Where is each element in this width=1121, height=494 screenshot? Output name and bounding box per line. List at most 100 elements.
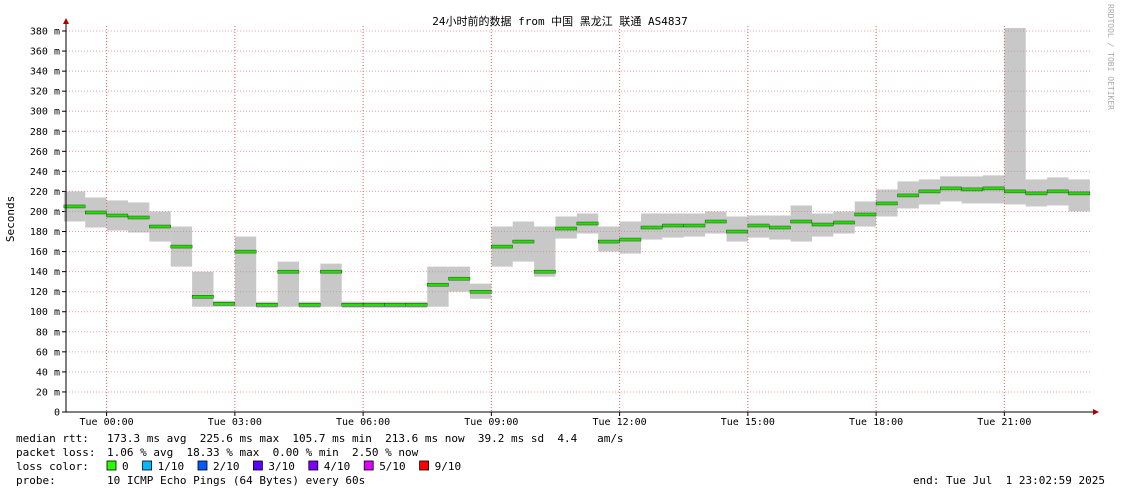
loss-entry: 5/10	[379, 460, 406, 473]
axes	[62, 18, 1099, 415]
x-tick-label: Tue 09:00	[464, 417, 518, 428]
median	[940, 186, 962, 191]
loss-entry: 0	[122, 460, 129, 473]
loss-swatch	[419, 460, 430, 471]
smoke	[192, 271, 214, 307]
loss-swatch	[252, 460, 263, 471]
median	[918, 189, 941, 194]
median	[662, 223, 684, 228]
median	[704, 219, 727, 224]
median	[448, 276, 471, 281]
median	[234, 249, 257, 254]
marks	[63, 28, 1091, 308]
median	[854, 212, 877, 217]
median	[833, 220, 855, 225]
median	[1004, 189, 1026, 194]
median	[469, 289, 492, 294]
smoke	[277, 261, 299, 307]
smoke	[1068, 179, 1090, 212]
x-axis-arrow	[1093, 409, 1099, 415]
stats-text: 1.06 % avg 18.33 % max 0.00 % min 2.50 %…	[107, 446, 419, 459]
loss-entry: 9/10	[435, 460, 462, 473]
median	[790, 219, 813, 224]
median	[491, 244, 513, 249]
median	[127, 215, 150, 220]
median	[106, 213, 129, 218]
y-tick-label: 80 m	[36, 327, 60, 338]
y-tick-label: 140 m	[30, 267, 60, 278]
chart-title: 24小时前的数据 from 中国 黑龙江 联通 AS4837	[432, 14, 688, 28]
median	[320, 269, 342, 274]
loss-swatch	[363, 460, 374, 471]
median	[341, 303, 364, 307]
loss-entry: 1/10	[158, 460, 185, 473]
y-tick-label: 60 m	[36, 347, 60, 358]
smoke	[320, 263, 342, 307]
median	[405, 303, 428, 307]
median	[897, 193, 920, 198]
median	[555, 226, 578, 231]
legend: median rtt: 173.3 ms avg 225.6 ms max 105…	[16, 432, 1105, 487]
median	[384, 303, 407, 307]
y-tick-label: 300 m	[30, 107, 60, 118]
median	[191, 295, 214, 299]
y-tick-label: 380 m	[30, 27, 60, 38]
median	[982, 186, 1005, 191]
smoke	[790, 205, 812, 242]
loss-swatch	[142, 460, 153, 471]
x-tick-label: Tue 12:00	[593, 417, 647, 428]
smoke	[598, 226, 620, 252]
median	[747, 223, 770, 228]
y-tick-label: 320 m	[30, 87, 60, 98]
loss-entry: 2/10	[213, 460, 240, 473]
median	[85, 210, 107, 215]
median	[875, 201, 898, 206]
y-tick-label: 240 m	[30, 167, 60, 178]
y-tick-label: 220 m	[30, 187, 60, 198]
x-tick-label: Tue 00:00	[80, 417, 134, 428]
median	[149, 224, 171, 229]
y-axis-label: Seconds	[4, 196, 17, 242]
x-tick-label: Tue 21:00	[977, 417, 1031, 428]
median	[961, 187, 984, 192]
median	[769, 225, 791, 230]
probe: 10 ICMP Echo Pings (64 Bytes) every 60s	[107, 474, 365, 487]
median	[277, 269, 300, 274]
loss-swatch	[106, 460, 117, 471]
median	[1025, 191, 1048, 196]
y-tick-label: 180 m	[30, 227, 60, 238]
median	[811, 222, 834, 227]
median	[1046, 189, 1069, 194]
loss-entry: 3/10	[268, 460, 295, 473]
x-tick-label: Tue 15:00	[721, 417, 775, 428]
median	[1068, 191, 1091, 196]
y-tick-label: 200 m	[30, 207, 60, 218]
median	[170, 244, 193, 249]
y-tick-label: 280 m	[30, 127, 60, 138]
smoke	[234, 236, 257, 307]
median	[683, 223, 706, 228]
median	[576, 221, 599, 226]
y-tick-label: 340 m	[30, 67, 60, 78]
median	[640, 225, 663, 230]
smoke	[534, 226, 556, 277]
smoke	[726, 216, 748, 242]
y-tick-label: 120 m	[30, 287, 60, 298]
y-tick-label: 260 m	[30, 147, 60, 158]
x-tick-label: Tue 06:00	[336, 417, 390, 428]
median	[362, 303, 385, 307]
median	[726, 229, 749, 234]
median	[213, 302, 236, 306]
median	[427, 282, 449, 287]
smoke	[1004, 28, 1026, 205]
median	[619, 237, 642, 242]
watermark: RRDTOOL / TOBI OETIKER	[1106, 4, 1115, 110]
loss-label: loss color:	[16, 460, 89, 473]
smoke	[427, 266, 449, 307]
y-tick-label: 40 m	[36, 367, 60, 378]
smoke	[619, 221, 641, 254]
x-tick-label: Tue 03:00	[208, 417, 262, 428]
loss-swatch	[308, 460, 319, 471]
y-tick-label: 100 m	[30, 307, 60, 318]
